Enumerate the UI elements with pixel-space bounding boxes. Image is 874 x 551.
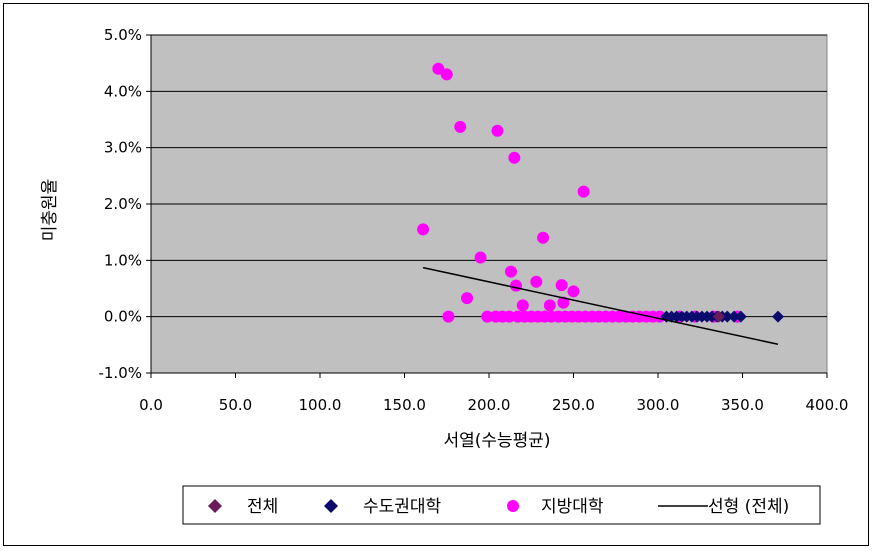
point-capital [728, 310, 741, 323]
x-tick-label: 250.0 [552, 396, 595, 414]
x-tick-label: 300.0 [637, 396, 680, 414]
trendline-linear [422, 266, 779, 346]
point-regional [461, 292, 474, 305]
legend-label-all: 전체 [247, 497, 278, 517]
legend-label-trend: 선형 (전체) [708, 497, 789, 517]
legend: 전체 수도권대학 지방대학 선형 (전체) [182, 485, 821, 525]
y-tick-label: 3.0% [104, 139, 142, 157]
x-tick-label: 200.0 [468, 396, 511, 414]
point-regional [530, 275, 543, 288]
y-tick-label: 5.0% [104, 26, 142, 44]
point-regional [491, 124, 504, 137]
x-tick-label: 50.0 [219, 396, 252, 414]
x-tick-label: 400.0 [806, 396, 849, 414]
point-capital [771, 310, 784, 323]
legend-label-capital: 수도권대학 [363, 497, 442, 517]
point-regional [454, 120, 467, 133]
point-regional [567, 285, 580, 298]
legend-marker-capital [324, 499, 338, 513]
point-all [712, 310, 725, 323]
data-marks [417, 62, 784, 346]
point-regional [440, 68, 453, 81]
point-regional [577, 185, 590, 198]
legend-label-regional: 지방대학 [541, 497, 604, 517]
point-regional [510, 279, 523, 292]
x-axis-title: 서열(수능평균) [443, 431, 550, 451]
y-axis-title: 미충원율 [40, 179, 60, 242]
legend-box [182, 485, 821, 525]
point-regional [474, 251, 487, 264]
y-tick-label: 1.0% [104, 251, 142, 269]
axes [146, 34, 828, 378]
point-capital [734, 310, 747, 323]
point-regional [555, 279, 568, 292]
x-tick-label: 100.0 [299, 396, 342, 414]
legend-marker-regional [507, 500, 519, 512]
legend-marker-all [208, 499, 222, 513]
y-tick-labels: -1.0% 0.0% 1.0% 2.0% 3.0% 4.0% 5.0% [98, 26, 142, 382]
point-regional [504, 265, 517, 278]
point-regional [442, 310, 455, 323]
x-tick-label: 0.0 [139, 396, 163, 414]
y-tick-label: 2.0% [104, 195, 142, 213]
point-regional [417, 223, 430, 236]
point-regional [557, 296, 570, 309]
point-regional [537, 231, 550, 244]
point-regional [481, 310, 494, 323]
x-tick-label: 350.0 [721, 396, 764, 414]
y-tick-label: 0.0% [104, 308, 142, 326]
x-tick-label: 150.0 [383, 396, 426, 414]
y-tick-label: 4.0% [104, 82, 142, 100]
point-regional [516, 299, 529, 312]
point-regional [432, 62, 445, 75]
point-regional [508, 151, 521, 164]
point-regional [543, 299, 556, 312]
point-capital [721, 310, 734, 323]
x-tick-labels: 0.0 50.0 100.0 150.0 200.0 250.0 300.0 350.0 400… [139, 396, 848, 414]
y-tick-label: -1.0% [98, 364, 142, 382]
point-regional [503, 310, 516, 323]
